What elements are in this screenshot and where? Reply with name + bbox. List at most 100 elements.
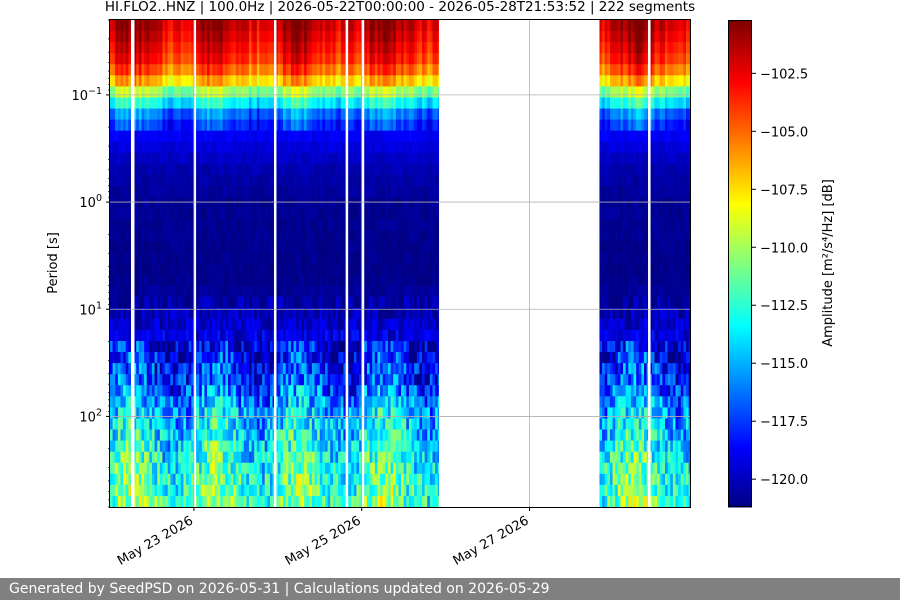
heatmap-cell xyxy=(204,152,208,165)
heatmap-cell xyxy=(217,407,221,419)
heatmap-cell xyxy=(330,495,334,508)
heatmap-cell xyxy=(380,451,384,464)
heatmap-cell xyxy=(298,64,302,76)
heatmap-cell xyxy=(214,473,218,486)
heatmap-cell xyxy=(359,473,363,486)
heatmap-cell xyxy=(183,97,187,109)
heatmap-cell xyxy=(151,263,155,275)
heatmap-cell xyxy=(238,274,242,287)
heatmap-cell xyxy=(332,318,336,331)
heatmap-cell xyxy=(133,418,137,430)
heatmap-cell xyxy=(220,86,224,98)
heatmap-cell xyxy=(217,274,221,287)
heatmap-cell xyxy=(136,53,140,65)
heatmap-cell xyxy=(290,130,294,143)
heatmap-cell xyxy=(356,230,360,242)
heatmap-cell xyxy=(133,86,137,98)
heatmap-cell xyxy=(290,141,294,154)
heatmap-cell xyxy=(285,396,289,408)
heatmap-cell xyxy=(120,141,124,154)
heatmap-cell xyxy=(322,363,326,375)
heatmap-cell xyxy=(264,329,268,342)
heatmap-cell xyxy=(133,108,137,121)
heatmap-cell xyxy=(353,75,357,87)
heatmap-cell xyxy=(398,418,402,430)
heatmap-cell xyxy=(136,352,140,364)
heatmap-cell xyxy=(343,119,347,132)
heatmap-cell xyxy=(319,130,323,143)
heatmap-cell xyxy=(256,75,260,87)
heatmap-cell xyxy=(366,385,370,397)
heatmap-cell xyxy=(387,197,391,209)
heatmap-cell xyxy=(335,318,339,331)
heatmap-cell xyxy=(343,208,347,220)
heatmap-cell xyxy=(246,396,250,408)
heatmap-cell xyxy=(398,186,402,198)
heatmap-cell xyxy=(199,20,203,32)
heatmap-cell xyxy=(288,340,292,353)
heatmap-cell xyxy=(393,141,397,154)
heatmap-cell xyxy=(296,219,300,231)
heatmap-cell xyxy=(230,141,234,154)
heatmap-cell xyxy=(175,484,179,497)
heatmap-cell xyxy=(298,97,302,109)
heatmap-cell xyxy=(269,152,273,165)
heatmap-cell xyxy=(264,53,268,65)
heatmap-cell xyxy=(209,318,213,331)
heatmap-cell xyxy=(372,451,376,464)
heatmap-cell xyxy=(170,363,174,375)
heatmap-cell xyxy=(159,141,163,154)
heatmap-cell xyxy=(317,484,321,497)
heatmap-cell xyxy=(280,374,284,386)
heatmap-cell xyxy=(382,208,386,220)
heatmap-cell xyxy=(377,53,381,65)
heatmap-cell xyxy=(306,440,310,453)
heatmap-cell xyxy=(322,252,326,264)
heatmap-cell xyxy=(157,318,161,331)
heatmap-cell xyxy=(256,462,260,475)
heatmap-cell xyxy=(175,42,179,54)
heatmap-cell xyxy=(243,263,247,275)
heatmap-cell xyxy=(290,418,294,430)
heatmap-cell xyxy=(227,296,232,309)
heatmap-cell xyxy=(296,197,300,209)
heatmap-cell xyxy=(112,473,116,486)
heatmap-cell xyxy=(364,407,368,419)
heatmap-cell xyxy=(230,252,234,264)
heatmap-cell xyxy=(151,108,155,121)
heatmap-cell xyxy=(170,108,174,121)
heatmap-cell xyxy=(380,64,384,76)
heatmap-cell xyxy=(401,484,405,497)
heatmap-cell xyxy=(196,31,200,43)
heatmap-cell xyxy=(338,119,342,132)
heatmap-cell xyxy=(201,363,205,375)
heatmap-cell xyxy=(335,197,339,209)
heatmap-cell xyxy=(238,363,242,375)
heatmap-cell xyxy=(332,440,336,453)
heatmap-cell xyxy=(298,340,302,353)
heatmap-cell xyxy=(382,440,386,453)
heatmap-cell xyxy=(186,340,190,353)
heatmap-cell xyxy=(309,329,313,342)
heatmap-cell xyxy=(380,197,384,209)
heatmap-cell xyxy=(351,130,355,143)
heatmap-cell xyxy=(280,352,284,364)
heatmap-cell xyxy=(120,495,124,508)
heatmap-cell xyxy=(374,53,378,65)
heatmap-cell xyxy=(319,53,323,65)
heatmap-cell xyxy=(309,418,313,430)
heatmap-cell xyxy=(304,374,308,386)
heatmap-cell xyxy=(238,318,242,331)
heatmap-cell xyxy=(180,263,184,275)
heatmap-cell xyxy=(172,186,176,198)
heatmap-cell xyxy=(304,352,308,364)
heatmap-cell xyxy=(254,97,258,109)
heatmap-cell xyxy=(167,219,171,231)
heatmap-cell xyxy=(259,329,263,342)
heatmap-cell xyxy=(351,208,355,220)
heatmap-cell xyxy=(390,429,394,441)
heatmap-cell xyxy=(296,307,300,320)
heatmap-cell xyxy=(398,462,402,475)
heatmap-cell xyxy=(246,451,250,464)
heatmap-cell xyxy=(167,363,171,375)
